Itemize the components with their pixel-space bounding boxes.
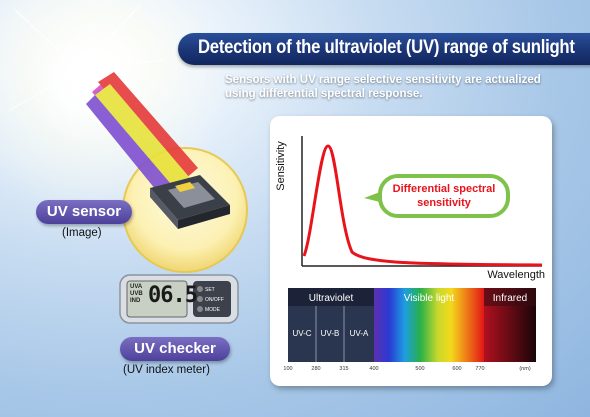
- tick-500: 500: [415, 366, 424, 372]
- uv-sensor-caption: (Image): [62, 227, 102, 239]
- tick-315: 315: [339, 366, 348, 372]
- chart-panel: Sensitivity Wavelength Differential spec…: [270, 116, 552, 386]
- y-axis-label: Sensitivity: [275, 141, 287, 191]
- subtitle-line-1: Sensors with UV range selective sensitiv…: [225, 74, 541, 86]
- display-unit-uva: UVA: [130, 284, 143, 290]
- sub-band-uv-c: UV-C: [292, 329, 311, 338]
- mode-button: MODE: [205, 307, 220, 313]
- uv-index-display: 06.5: [148, 283, 198, 308]
- uv-checker-label: UV checker: [120, 337, 230, 361]
- x-axis-label: Wavelength: [487, 269, 545, 281]
- callout-box: [378, 174, 510, 218]
- sensitivity-curve: [302, 144, 543, 267]
- tick-280: 280: [311, 366, 320, 372]
- callout-line-2: sensitivity: [417, 197, 472, 209]
- subtitle: Sensors with UV range selective sensitiv…: [225, 73, 585, 101]
- device-buttons: SET ON/OFF MODE: [205, 285, 224, 315]
- sensitivity-chart: Sensitivity Wavelength Differential spec…: [275, 136, 545, 372]
- uv-sensor-label: UV sensor: [36, 200, 132, 224]
- uv-sensor-chip: [150, 175, 230, 229]
- sub-band-uv-b: UV-B: [321, 329, 340, 338]
- set-button: SET: [205, 287, 215, 293]
- callout-line-1: Differential spectral: [393, 183, 496, 195]
- tick-600: 600: [452, 366, 461, 372]
- band-infrared: Infrared: [493, 293, 527, 304]
- uv-region: [288, 306, 374, 362]
- band-visible-light: Visible light: [404, 293, 455, 304]
- visible-region: [374, 288, 484, 362]
- on-off-button: ON/OFF: [205, 297, 224, 303]
- tick-770: 770: [475, 366, 484, 372]
- uv-checker-caption: (UV index meter): [123, 364, 210, 376]
- sub-band-uv-a: UV-A: [350, 329, 369, 338]
- band-ultraviolet: Ultraviolet: [309, 293, 354, 304]
- display-unit: UVA UVB IND: [130, 284, 143, 305]
- tick-400: 400: [369, 366, 378, 372]
- page-title: Detection of the ultraviolet (UV) range …: [198, 37, 575, 58]
- tick-unit: (nm): [519, 366, 530, 372]
- display-unit-ind: IND: [130, 298, 141, 304]
- uv-checker-device: [119, 274, 239, 324]
- display-unit-uvb: UVB: [130, 291, 143, 297]
- title-banner: [178, 33, 590, 65]
- tick-100: 100: [283, 366, 292, 372]
- subtitle-line-2: using differential spectral response.: [225, 88, 423, 100]
